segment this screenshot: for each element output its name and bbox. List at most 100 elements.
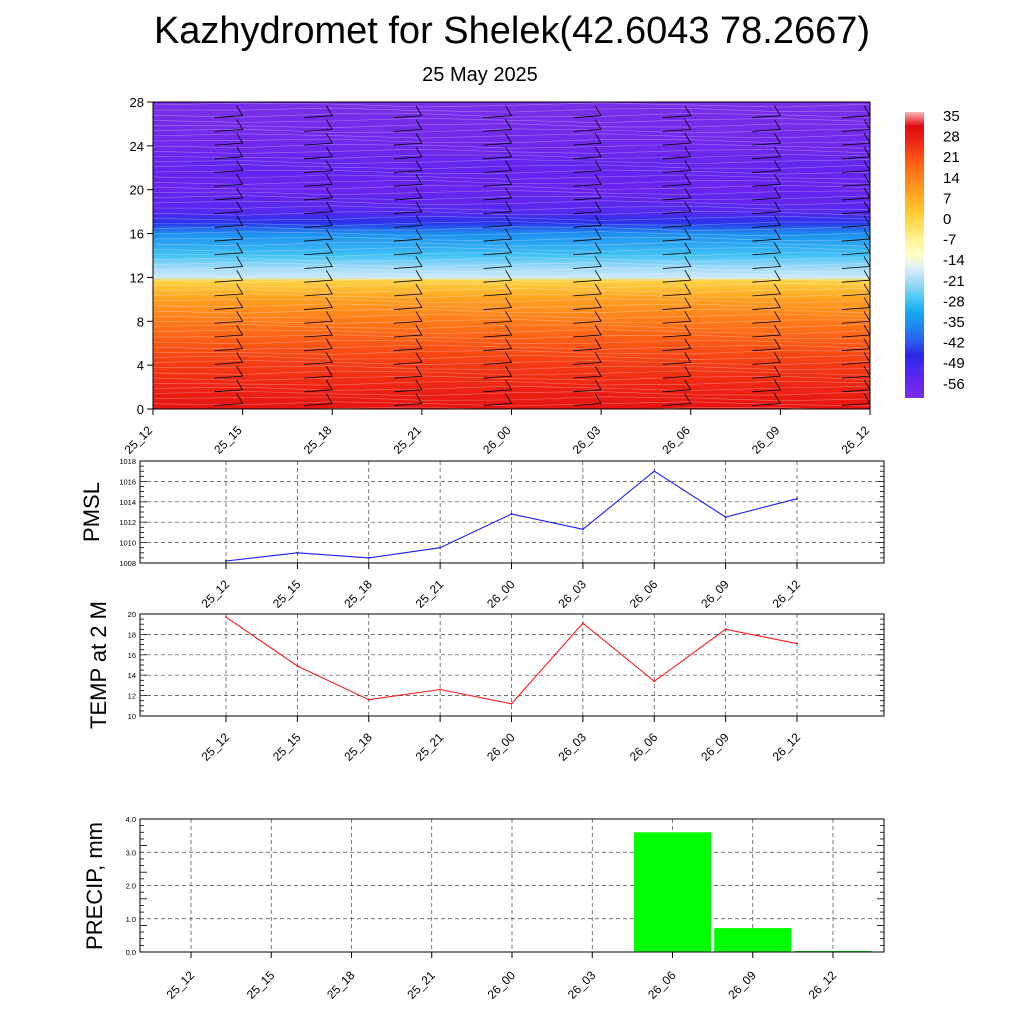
wind-barb — [662, 146, 692, 160]
wind-barb — [752, 256, 782, 269]
wind-barb — [841, 393, 870, 406]
data-point — [367, 698, 370, 701]
wind-barb — [573, 324, 602, 338]
wind-barb — [214, 201, 244, 215]
contour-line — [153, 231, 870, 237]
contour-line — [153, 298, 870, 304]
contour-line — [153, 308, 870, 314]
wind-barb — [393, 256, 423, 269]
contour-line — [153, 324, 870, 329]
contour-line — [153, 401, 870, 407]
wind-barb — [393, 132, 423, 146]
wind-barb — [214, 228, 244, 242]
data-point — [724, 516, 727, 519]
wind-barb — [214, 160, 244, 173]
wind-barb — [393, 105, 423, 119]
contour-line — [153, 102, 870, 108]
contour-line — [153, 390, 870, 397]
wind-barb — [304, 105, 333, 119]
wind-barb — [304, 283, 333, 297]
wind-barb — [662, 105, 692, 119]
wind-barb — [662, 201, 692, 215]
wind-barb — [573, 365, 602, 379]
data-point — [796, 642, 798, 645]
contour-line — [153, 174, 870, 180]
x-tick-label: 26_03 — [555, 577, 589, 611]
wind-barb — [393, 187, 423, 201]
wind-barb — [662, 132, 692, 146]
contour-line — [153, 262, 870, 268]
x-tick-label: 25_12 — [122, 423, 156, 457]
contour-line — [153, 236, 870, 242]
wind-barb — [153, 224, 154, 226]
wind-barb — [393, 201, 423, 215]
contour-line — [153, 179, 870, 185]
colorbar-label: 0 — [943, 211, 951, 228]
wind-barb — [483, 393, 513, 406]
wind-barb — [304, 146, 333, 160]
wind-barb — [841, 160, 870, 173]
y-tick-label: 3.0 — [126, 848, 136, 857]
pmsl-panel: 1008 1010 1012 1014 1016 1018 25_12 25_15 25_18 2… — [79, 457, 885, 611]
y-tick-label: 24 — [130, 139, 144, 154]
wind-barb — [483, 269, 513, 283]
y-axis-label: PMSL — [79, 482, 104, 542]
contour-line — [153, 190, 870, 196]
data-point — [225, 616, 227, 619]
contour-line — [153, 293, 870, 299]
wind-barb — [214, 324, 244, 338]
contour-line — [153, 267, 870, 273]
contour-line — [153, 339, 870, 345]
x-tick-label: 26_12 — [839, 423, 873, 457]
wind-barb — [483, 215, 513, 228]
wind-barb — [841, 365, 870, 379]
contour-line — [153, 272, 870, 278]
wind-barb — [573, 201, 602, 215]
wind-barb — [662, 393, 692, 406]
wind-barb — [214, 187, 244, 201]
wind-barb — [662, 174, 692, 187]
wind-barb — [573, 379, 602, 393]
wind-barb — [483, 297, 513, 310]
colorbar-label: -56 — [943, 376, 965, 393]
wind-barb — [214, 132, 244, 146]
wind-barb — [483, 132, 513, 146]
y-tick-label: 16 — [128, 651, 136, 660]
y-tick-label: 1018 — [119, 457, 136, 466]
heatmap-panel: 0 4 8 12 16 20 24 28 25_12 25_15 25_18 25_21 26_00 26… — [122, 95, 873, 457]
contour-line — [153, 370, 870, 376]
x-tick-label: 26_09 — [725, 968, 759, 1002]
x-tick-label: 26_00 — [485, 968, 519, 1002]
colorbar-label: 35 — [943, 108, 960, 125]
colorbar-label: -42 — [943, 335, 965, 352]
contour-line — [153, 143, 870, 149]
wind-barb — [153, 306, 154, 308]
wind-barb — [752, 352, 782, 365]
x-tick-label: 25_21 — [404, 968, 438, 1002]
x-tick-label: 26_12 — [806, 968, 840, 1002]
wind-barb — [153, 293, 154, 295]
contour-line — [153, 365, 870, 371]
contour-line — [153, 355, 870, 360]
wind-barb — [841, 105, 870, 119]
x-tick-label: 25_21 — [390, 423, 424, 457]
x-tick-label: 26_00 — [484, 577, 518, 611]
contour-line — [153, 406, 827, 409]
wind-barb — [393, 297, 423, 310]
wind-barb — [304, 352, 333, 365]
precip-panel: 0.0 1.0 2.0 3.0 4.0 25_12 25_15 25_18 25_21 26_00… — [82, 815, 885, 1002]
wind-barb — [573, 311, 602, 324]
wind-barb — [841, 297, 870, 310]
contour-line — [153, 215, 870, 221]
wind-barb — [304, 132, 333, 146]
wind-barb — [573, 160, 602, 173]
wind-barb — [304, 324, 333, 338]
wind-barb — [214, 242, 244, 256]
y-tick-label: 12 — [128, 692, 136, 701]
contour-line — [153, 385, 870, 391]
data-point — [439, 688, 442, 691]
colorbar-fill — [905, 112, 924, 398]
colorbar-label: 7 — [943, 190, 951, 207]
x-tick-label: 25_21 — [413, 577, 447, 611]
wind-barb — [393, 146, 423, 160]
